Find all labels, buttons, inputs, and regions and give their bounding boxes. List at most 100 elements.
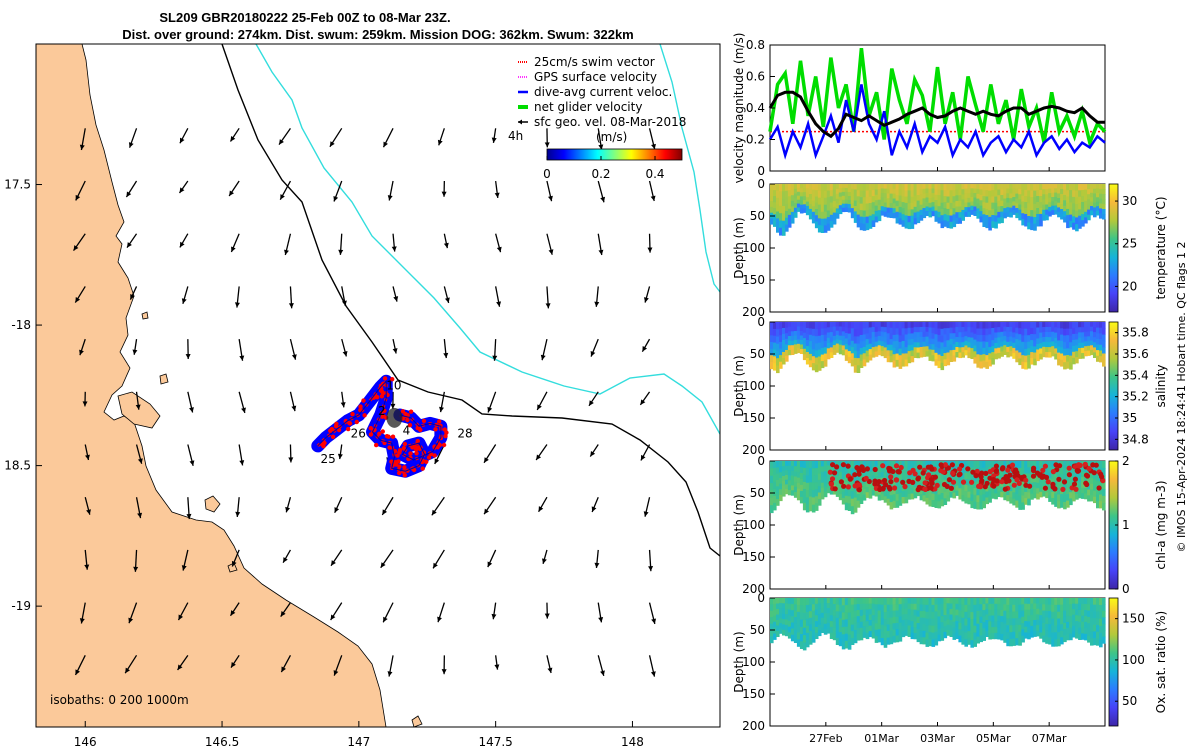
chla-section-cell xyxy=(1024,491,1028,499)
oxygen-section-cell xyxy=(787,598,792,605)
oxygen-section-cell xyxy=(856,610,861,617)
oxygen-section-cell xyxy=(1057,618,1061,626)
oxygen-section-cell xyxy=(841,619,846,628)
salinity-section-cell xyxy=(901,340,906,348)
salinity-section-cell xyxy=(841,345,846,351)
temperature-section-cell xyxy=(841,187,846,193)
temperature-section-cell xyxy=(1000,211,1004,218)
chla-section-cell xyxy=(1015,487,1019,495)
temperature-section-cell xyxy=(808,208,813,215)
salinity-section-cell xyxy=(979,335,983,343)
salinity-section-cell xyxy=(820,335,825,342)
geo-vector-head xyxy=(181,565,187,571)
oxygen-section-cell xyxy=(991,621,995,628)
oxygen-section-cell xyxy=(1000,598,1004,605)
chla-section-cell xyxy=(779,494,783,502)
oxygen-section-cell xyxy=(934,631,939,639)
salinity-section-cell xyxy=(1021,322,1025,330)
chla-section-cell xyxy=(925,491,930,499)
chla-section-cell xyxy=(964,479,968,486)
salinity-section-cell xyxy=(773,349,777,357)
temperature-section-cell xyxy=(770,218,774,225)
oxygen-section-cell xyxy=(1036,614,1040,621)
temperature-section-cell xyxy=(1003,188,1007,195)
velocity-ytick-label: 0.2 xyxy=(746,133,765,147)
map-xtick-label: 148 xyxy=(621,735,644,749)
temperature-section-cell xyxy=(1012,188,1016,194)
salinity-section-cell xyxy=(925,336,930,342)
temperature-section-cell xyxy=(961,189,965,195)
salinity-section-cell xyxy=(770,328,774,336)
temperature-section-cell xyxy=(1015,198,1019,204)
chla-section-cell xyxy=(811,490,816,498)
swim-vector-mark xyxy=(343,418,348,424)
chla-section-cell xyxy=(790,485,795,491)
temperature-section-cell xyxy=(1075,190,1079,198)
oxygen-section-cell xyxy=(1027,627,1031,634)
temperature-section-cell xyxy=(994,215,998,223)
salinity-section-cell xyxy=(883,342,888,348)
velocity-ytick-label: 0.6 xyxy=(746,70,765,84)
chla-high-mark xyxy=(1006,478,1012,484)
temperature-section-cell xyxy=(832,218,837,225)
temperature-section-cell xyxy=(865,190,870,198)
temperature-section-cell xyxy=(1069,214,1073,222)
salinity-section-cell xyxy=(1021,341,1025,349)
chla-high-mark xyxy=(888,474,894,480)
salinity-section-cell xyxy=(973,357,977,364)
salinity-section-cell xyxy=(838,322,843,327)
chla-section-cell xyxy=(1069,467,1073,474)
salinity-section-cell xyxy=(916,322,921,328)
chla-section-cell xyxy=(1036,477,1040,484)
oxygen-section-cell xyxy=(946,614,951,620)
temperature-section-cell xyxy=(1066,221,1070,229)
chla-section-cell xyxy=(814,461,819,469)
salinity-section-cell xyxy=(1012,332,1016,339)
temperature-section-cell xyxy=(880,210,885,216)
oxygen-section-cell xyxy=(802,605,807,614)
oxygen-section-cell xyxy=(832,633,837,641)
chla-section-cell xyxy=(1009,485,1013,492)
chla-section-cell xyxy=(1102,488,1106,497)
swim-vector-mark xyxy=(382,408,387,413)
salinity-section-cell xyxy=(946,328,951,335)
temperature-section-cell xyxy=(1009,193,1013,199)
temperature-section-cell xyxy=(898,201,903,208)
temperature-section-cell xyxy=(946,196,951,204)
oxygen-section-cell xyxy=(1033,603,1037,610)
temperature-section-cell xyxy=(856,190,861,197)
temperature-section-cell xyxy=(1042,215,1046,221)
salinity-section-cell xyxy=(1060,340,1064,348)
oxygen-section-cell xyxy=(943,598,948,605)
salinity-section-colorbar-tick-label: 35.8 xyxy=(1122,326,1149,340)
oxygen-section-cell xyxy=(1063,598,1067,605)
salinity-section-cell xyxy=(943,322,948,329)
geo-vector-head xyxy=(280,194,285,200)
chla-section-cell xyxy=(776,480,780,487)
oxygen-section-cell xyxy=(871,620,876,628)
salinity-section-cell xyxy=(776,322,780,330)
oxygen-section-cell xyxy=(787,632,792,639)
oxygen-section-cell xyxy=(961,637,965,645)
temperature-section-cell xyxy=(970,201,974,207)
chla-section-cell xyxy=(931,461,936,468)
salinity-section-cell xyxy=(994,332,998,339)
salinity-section-cell xyxy=(877,350,882,356)
salinity-section-cell xyxy=(1057,358,1061,366)
temperature-section-cell xyxy=(1084,217,1088,224)
temperature-section-cell xyxy=(1093,202,1097,208)
map-xtick-label: 147 xyxy=(347,735,370,749)
oxygen-section-cell xyxy=(892,610,897,618)
oxygen-section-cell xyxy=(799,626,804,635)
oxygen-section-cell xyxy=(865,603,870,611)
temperature-section-cell xyxy=(1015,193,1019,199)
temperature-section-cell xyxy=(1090,197,1094,203)
oxygen-section-cell xyxy=(773,609,777,617)
temperature-section-cell xyxy=(832,212,837,219)
oxygen-section-cell xyxy=(883,598,888,606)
temperature-section-cell xyxy=(802,196,807,201)
salinity-section-cell xyxy=(1045,327,1049,333)
chla-high-mark xyxy=(1050,481,1056,487)
salinity-section-cell xyxy=(871,332,876,338)
chla-high-mark xyxy=(993,463,1000,469)
